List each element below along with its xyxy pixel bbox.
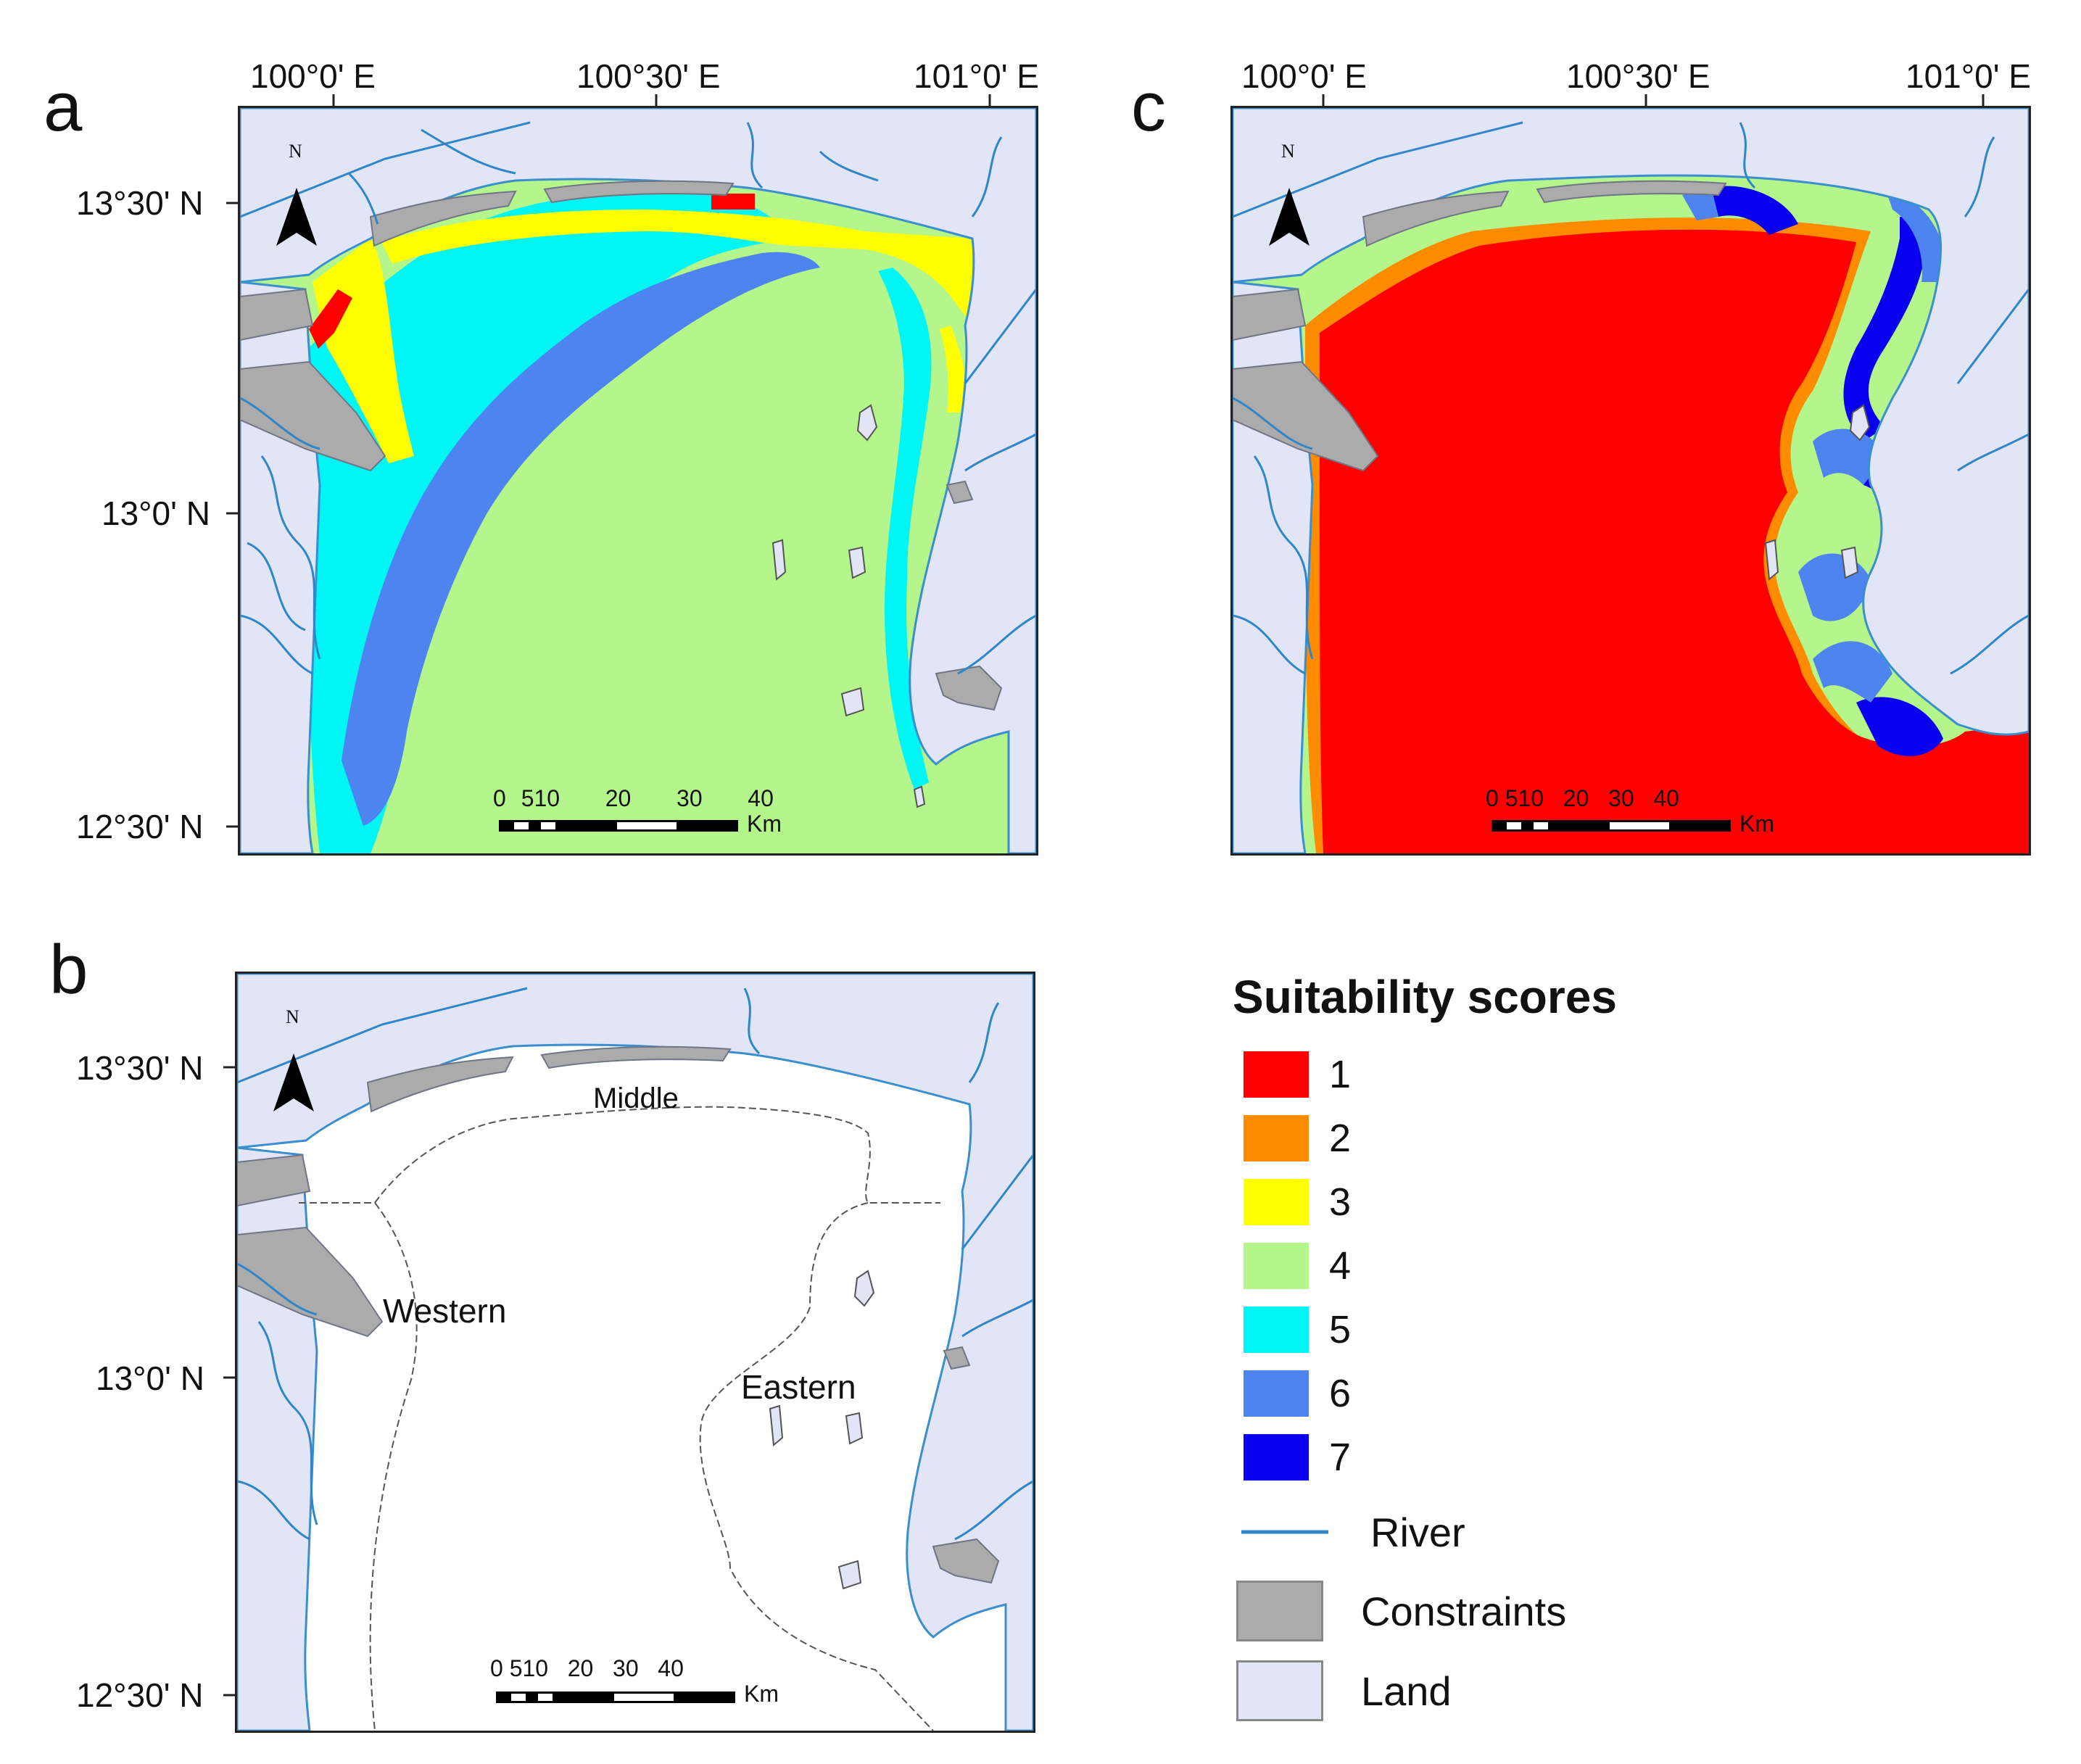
scalebar-a xyxy=(499,820,738,832)
scalebar-unit-c: Km xyxy=(1739,811,1774,837)
north-label-b: N xyxy=(286,1006,299,1027)
legend-swatch-4 xyxy=(1244,1243,1309,1289)
north-arrow-icon xyxy=(276,188,317,246)
legend-item-land: Land xyxy=(1236,1660,1452,1721)
lat-tick-a-3: 12°30' N xyxy=(76,808,204,845)
map-panel-a xyxy=(238,106,1038,856)
legend-swatch-2 xyxy=(1244,1115,1309,1161)
lon-tick-a-3: 101°0' E xyxy=(914,57,1039,95)
legend-item-7: 7 xyxy=(1244,1434,1351,1481)
legend-label-4: 4 xyxy=(1329,1244,1352,1288)
map-panel-b xyxy=(235,972,1035,1733)
score-3-east xyxy=(940,326,965,413)
legend-item-river: River xyxy=(1241,1507,1465,1557)
legend-label-river: River xyxy=(1370,1509,1465,1555)
region-label-western: Western xyxy=(383,1292,507,1330)
islands-b xyxy=(769,1270,875,1590)
legend-label-6: 6 xyxy=(1329,1372,1352,1415)
legend-label-3: 3 xyxy=(1329,1180,1352,1224)
lat-tick-b-1: 13°30' N xyxy=(76,1049,204,1087)
north-arrow-icon-c xyxy=(1269,188,1310,246)
islands-c xyxy=(1764,404,1871,581)
legend-title: Suitability scores xyxy=(1233,971,1617,1023)
land-north xyxy=(240,108,1036,853)
legend-item-3: 3 xyxy=(1244,1179,1351,1225)
scalebar-c xyxy=(1492,820,1731,832)
panel-letter-c: c xyxy=(1131,68,1166,146)
lon-tick-c-2: 100°30' E xyxy=(1566,57,1710,95)
map-panel-c xyxy=(1230,106,2031,856)
scalebar-labels-a: 0 510 20 30 40 xyxy=(493,785,774,811)
lat-tick-a-2: 13°0' N xyxy=(102,494,210,532)
legend-label-2: 2 xyxy=(1329,1117,1352,1160)
region-label-middle: Middle xyxy=(593,1082,679,1114)
lat-tick-b-2: 13°0' N xyxy=(96,1359,204,1397)
legend-swatch-3 xyxy=(1244,1179,1309,1225)
region-label-eastern: Eastern xyxy=(741,1368,856,1406)
river-line-icon xyxy=(1241,1530,1328,1534)
panel-letter-a: a xyxy=(44,68,83,146)
legend-item-2: 2 xyxy=(1244,1115,1351,1161)
region-boundaries xyxy=(299,1106,940,1731)
score-5-zone xyxy=(307,192,791,853)
islands xyxy=(771,404,926,808)
legend-label-5: 5 xyxy=(1329,1308,1352,1351)
legend-swatch-land xyxy=(1236,1660,1323,1721)
rivers-b xyxy=(237,987,1033,1541)
north-label-c: N xyxy=(1281,141,1295,162)
score-1-north xyxy=(711,194,755,210)
constraints-zones-c xyxy=(1233,180,1727,472)
score-6-zones xyxy=(1682,188,1945,703)
scalebar-unit-b: Km xyxy=(744,1681,779,1707)
lon-tick-a-1: 100°0' E xyxy=(250,57,376,95)
north-label-a: N xyxy=(289,141,302,162)
legend-item-1: 1 xyxy=(1244,1051,1351,1098)
legend-item-constraints: Constraints xyxy=(1236,1581,1566,1641)
land-north-c xyxy=(1233,108,2029,736)
north-arrow-icon-b xyxy=(273,1053,314,1111)
scalebar-unit-a: Km xyxy=(747,811,782,837)
lon-tick-a-2: 100°30' E xyxy=(576,57,721,95)
scalebar-labels-b: 0 510 20 30 40 xyxy=(490,1655,684,1681)
score-3-north xyxy=(381,210,989,326)
constraints-zones-b xyxy=(237,1045,1000,1584)
legend-label-land: Land xyxy=(1361,1668,1452,1714)
lon-tick-c-3: 101°0' E xyxy=(1906,57,2031,95)
score-6-zone xyxy=(342,252,820,826)
legend-label-7: 7 xyxy=(1329,1436,1352,1479)
legend-swatch-constraints xyxy=(1236,1581,1323,1641)
score-5-east xyxy=(878,268,932,790)
rivers xyxy=(240,121,1036,675)
legend-label-constraints: Constraints xyxy=(1361,1588,1567,1634)
scalebar-labels-c: 0 510 20 30 40 xyxy=(1486,785,1679,811)
land-north-b xyxy=(237,974,1033,1731)
legend-swatch-6 xyxy=(1244,1370,1309,1417)
legend-swatch-5 xyxy=(1244,1307,1309,1353)
lat-tick-a-1: 13°30' N xyxy=(76,184,204,222)
legend-item-5: 5 xyxy=(1244,1307,1351,1353)
lon-tick-c-1: 100°0' E xyxy=(1241,57,1367,95)
score-1-west xyxy=(309,289,352,349)
rivers-c xyxy=(1233,121,2029,675)
legend-item-4: 4 xyxy=(1244,1243,1351,1289)
panel-letter-b: b xyxy=(49,931,88,1009)
legend-item-6: 6 xyxy=(1244,1370,1351,1417)
lat-tick-b-3: 12°30' N xyxy=(76,1676,204,1714)
legend-label-1: 1 xyxy=(1329,1053,1352,1096)
constraints-zones xyxy=(240,180,1003,711)
legend-swatch-1 xyxy=(1244,1051,1309,1098)
scalebar-b xyxy=(496,1691,735,1703)
legend-swatch-7 xyxy=(1244,1434,1309,1481)
score-1-zone xyxy=(1320,229,2029,853)
